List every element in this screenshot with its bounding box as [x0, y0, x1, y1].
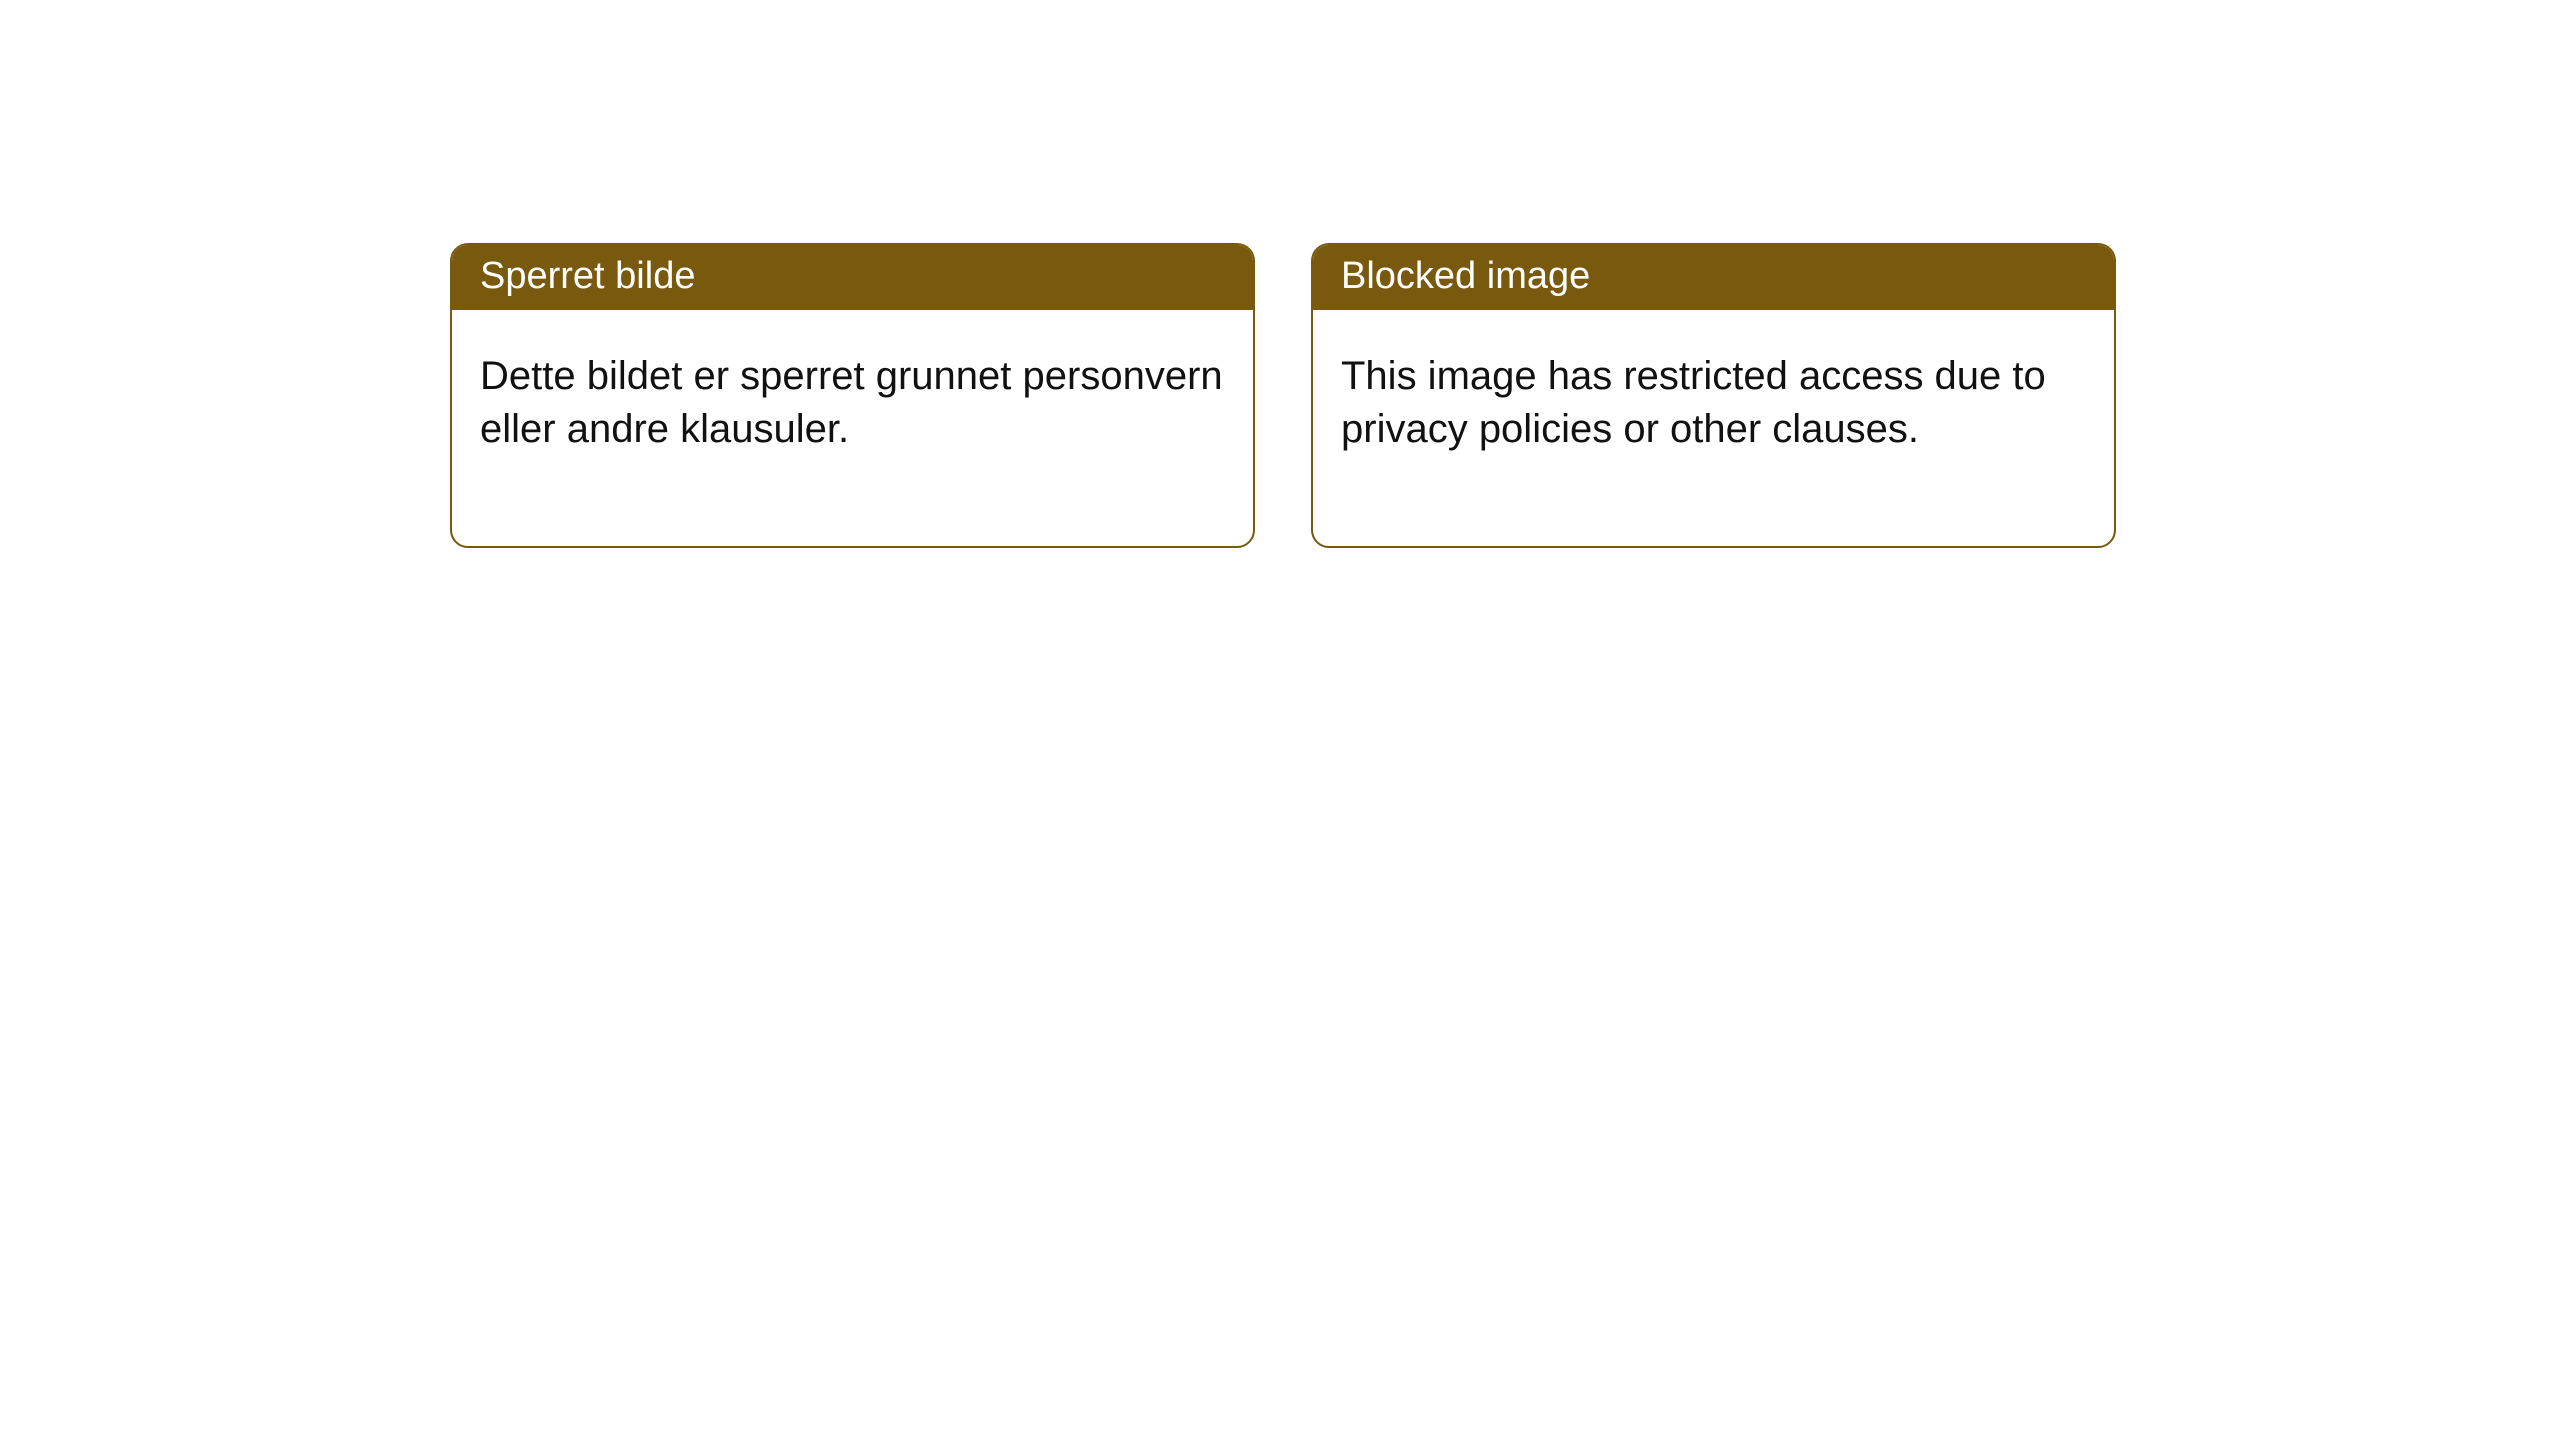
notice-box-norwegian: Sperret bilde Dette bildet er sperret gr…	[450, 243, 1255, 548]
notice-header: Blocked image	[1313, 245, 2114, 310]
notice-body: Dette bildet er sperret grunnet personve…	[452, 310, 1253, 546]
notice-container: Sperret bilde Dette bildet er sperret gr…	[0, 0, 2560, 548]
notice-body: This image has restricted access due to …	[1313, 310, 2114, 546]
notice-box-english: Blocked image This image has restricted …	[1311, 243, 2116, 548]
notice-header: Sperret bilde	[452, 245, 1253, 310]
